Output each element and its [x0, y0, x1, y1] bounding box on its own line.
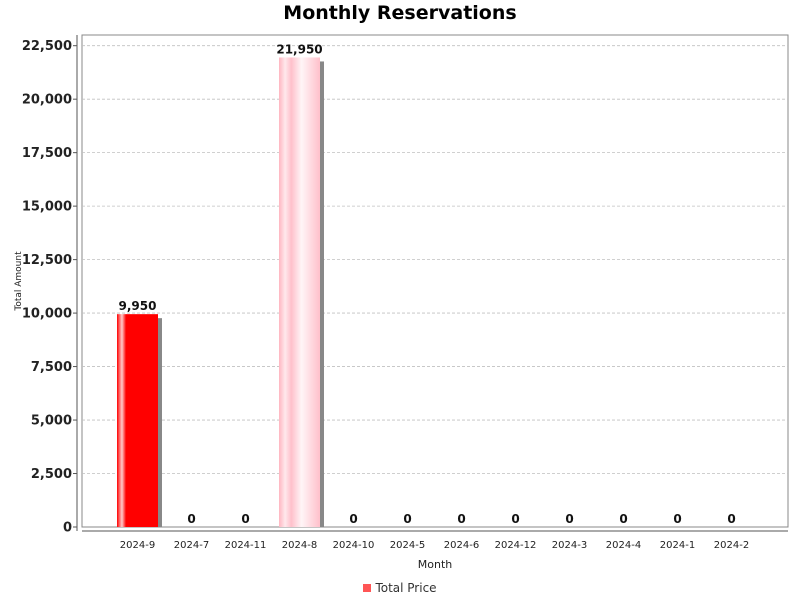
x-tick-label: 2024-1 — [660, 540, 695, 551]
data-label: 21,950 — [276, 42, 322, 56]
y-tick-label: 10,000 — [22, 307, 72, 322]
x-tick-label: 2024-9 — [120, 540, 155, 551]
y-tick-label: 17,500 — [22, 146, 72, 161]
bar-series — [117, 57, 324, 527]
x-axis-ticks: 2024-9 2024-7 2024-11 2024-8 2024-10 2024-5 20… — [120, 540, 749, 551]
y-tick-label: 7,500 — [31, 360, 72, 375]
x-tick-label: 2024-6 — [444, 540, 479, 551]
x-tick-label: 2024-10 — [333, 540, 375, 551]
x-tick-label: 2024-7 — [174, 540, 209, 551]
data-label: 0 — [619, 512, 627, 526]
y-tick-label: 22,500 — [22, 39, 72, 54]
grid-lines — [82, 45, 788, 474]
data-label: 0 — [565, 512, 573, 526]
x-tick-label: 2024-12 — [495, 540, 537, 551]
data-label: 0 — [241, 512, 249, 526]
y-tick-label: 12,500 — [22, 253, 72, 268]
chart-title: Monthly Reservations — [283, 2, 517, 24]
data-labels: 9,950 0 0 21,950 0 0 0 0 0 0 0 0 — [119, 42, 736, 526]
data-label: 0 — [457, 512, 465, 526]
y-tick-label: 15,000 — [22, 200, 72, 215]
y-axis-ticks: 0 2,500 5,000 7,500 10,000 12,500 15,000 17,500… — [22, 39, 77, 536]
data-label: 0 — [673, 512, 681, 526]
legend-label: Total Price — [375, 581, 437, 595]
bar — [117, 314, 158, 527]
data-label: 9,950 — [119, 299, 157, 313]
bar — [279, 57, 320, 527]
data-label: 0 — [511, 512, 519, 526]
x-tick-label: 2024-4 — [606, 540, 641, 551]
y-tick-label: 20,000 — [22, 93, 72, 108]
x-tick-label: 2024-3 — [552, 540, 587, 551]
y-tick-label: 2,500 — [31, 467, 72, 482]
data-label: 0 — [187, 512, 195, 526]
plot-area — [81, 34, 789, 528]
data-label: 0 — [349, 512, 357, 526]
x-tick-label: 2024-11 — [225, 540, 267, 551]
y-tick-label: 0 — [63, 521, 72, 536]
plot-border — [81, 34, 789, 528]
y-axis-title: Total Amount — [14, 251, 24, 312]
legend: Total Price — [0, 581, 800, 595]
data-label: 0 — [403, 512, 411, 526]
y-tick-label: 5,000 — [31, 414, 72, 429]
x-axis-title: Month — [418, 558, 453, 571]
axes — [76, 35, 788, 532]
x-tick-label: 2024-8 — [282, 540, 317, 551]
data-label: 0 — [727, 512, 735, 526]
legend-swatch — [363, 584, 372, 592]
x-tick-label: 2024-5 — [390, 540, 425, 551]
x-tick-label: 2024-2 — [714, 540, 749, 551]
